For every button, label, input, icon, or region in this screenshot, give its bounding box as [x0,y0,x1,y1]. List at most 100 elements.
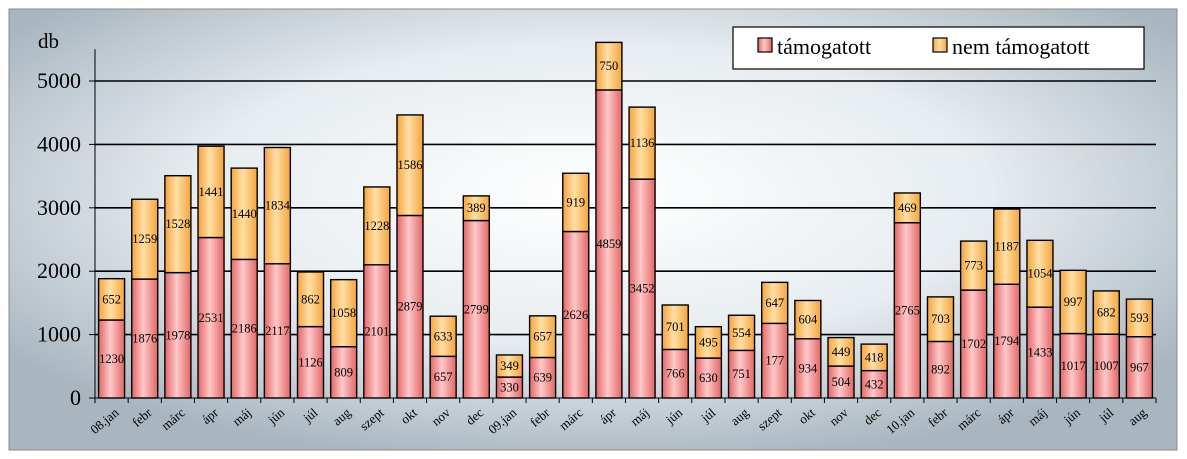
data-label: 349 [500,359,519,373]
data-label: 604 [798,313,818,327]
data-label: 773 [964,259,983,273]
data-label: 1433 [1027,346,1052,360]
data-label: 2879 [397,300,422,314]
bar-supported [562,230,590,399]
data-label: 1259 [132,232,157,246]
bar-not-supported [1026,239,1054,308]
data-label: 495 [699,335,718,349]
bar-not-supported [131,198,159,280]
data-label: 1007 [1094,359,1119,373]
data-label: 1126 [298,355,323,369]
legend-swatch [932,37,948,53]
bar-not-supported [694,325,723,359]
data-label: 647 [765,296,784,310]
data-label: 766 [666,367,685,381]
data-label: 4859 [596,237,621,251]
data-label: 389 [467,201,486,215]
data-label: 750 [600,59,619,73]
legend-swatch [757,37,773,53]
data-label: 934 [798,361,818,375]
bar-not-supported [528,315,557,359]
bar-supported [694,357,723,399]
data-label: 2765 [895,303,920,317]
bar-not-supported [230,167,258,261]
data-label: 1978 [165,328,190,342]
bar-supported [363,264,391,399]
data-label: 2626 [563,308,588,322]
y-tick-label: 4000 [37,131,81,156]
data-label: 177 [765,354,784,368]
bar-not-supported [993,208,1021,285]
y-tick-label: 5000 [37,68,81,93]
bar-not-supported [462,195,490,222]
data-label: 2531 [199,311,224,325]
data-label: 2117 [265,324,290,338]
bar-not-supported [661,304,689,351]
data-label: 1702 [961,337,986,351]
legend-label: támogatott [777,34,871,59]
data-label: 1058 [331,306,356,320]
data-label: 1017 [1061,359,1086,373]
bar-not-supported [893,192,922,224]
legend-label: nem támogatott [952,34,1089,59]
data-label: 657 [434,370,453,384]
data-label: 2799 [464,302,489,316]
bar-supported [1092,333,1120,399]
data-label: 1440 [232,207,257,221]
legend: támogatott nem támogatott [732,26,1145,70]
data-label: 657 [533,330,552,344]
bar-supported [429,355,457,399]
bar-not-supported [860,343,888,372]
bar-supported [263,263,292,399]
bar-not-supported [1059,269,1087,335]
data-label: 1528 [165,217,190,231]
data-label: 862 [301,292,320,306]
bar-not-supported [197,145,225,239]
bar-not-supported [296,271,325,328]
bar-supported [396,214,424,399]
bar-not-supported [363,186,391,266]
data-label: 967 [1130,360,1149,374]
data-label: 703 [931,312,950,326]
data-label: 1876 [132,332,157,346]
bar-not-supported [794,299,822,340]
bar-supported [197,236,225,399]
data-label: 1794 [994,334,1020,348]
data-labels-layer: 1230 652 1876 1259 1978 1528 2531 1441 2186 1440 2… [99,59,1149,394]
bar-not-supported [429,315,457,358]
data-label: 682 [1097,306,1116,320]
data-label: 751 [732,367,751,381]
bar-not-supported [959,240,988,291]
bar-supported [296,325,325,399]
data-label: 449 [832,345,851,359]
data-label: 639 [533,371,552,385]
bar-supported [1059,332,1087,399]
data-label: 919 [566,195,585,209]
bar-not-supported [495,354,524,378]
data-label: 652 [102,292,121,306]
bar-not-supported [329,278,358,348]
bar-not-supported [396,114,424,217]
y-tick-label: 2000 [37,258,81,283]
bar-supported [860,369,888,399]
bar-not-supported [628,106,656,180]
data-label: 1834 [265,199,291,213]
data-label: 593 [1130,311,1149,325]
data-label: 1441 [199,185,224,199]
data-label: 3452 [630,282,655,296]
bars-layer [97,41,1154,399]
bar-not-supported [164,175,192,274]
data-label: 330 [500,381,519,395]
y-tick-label: 1000 [37,322,81,347]
data-label: 432 [865,377,884,391]
data-label: 2101 [364,324,389,338]
y-tick-label: 3000 [37,195,81,220]
bar-not-supported [827,336,855,367]
y-tick-label: 0 [70,385,81,410]
bar-supported [993,283,1021,399]
bar-supported [230,258,258,399]
bar-supported [893,221,922,399]
bar-not-supported [595,41,623,91]
